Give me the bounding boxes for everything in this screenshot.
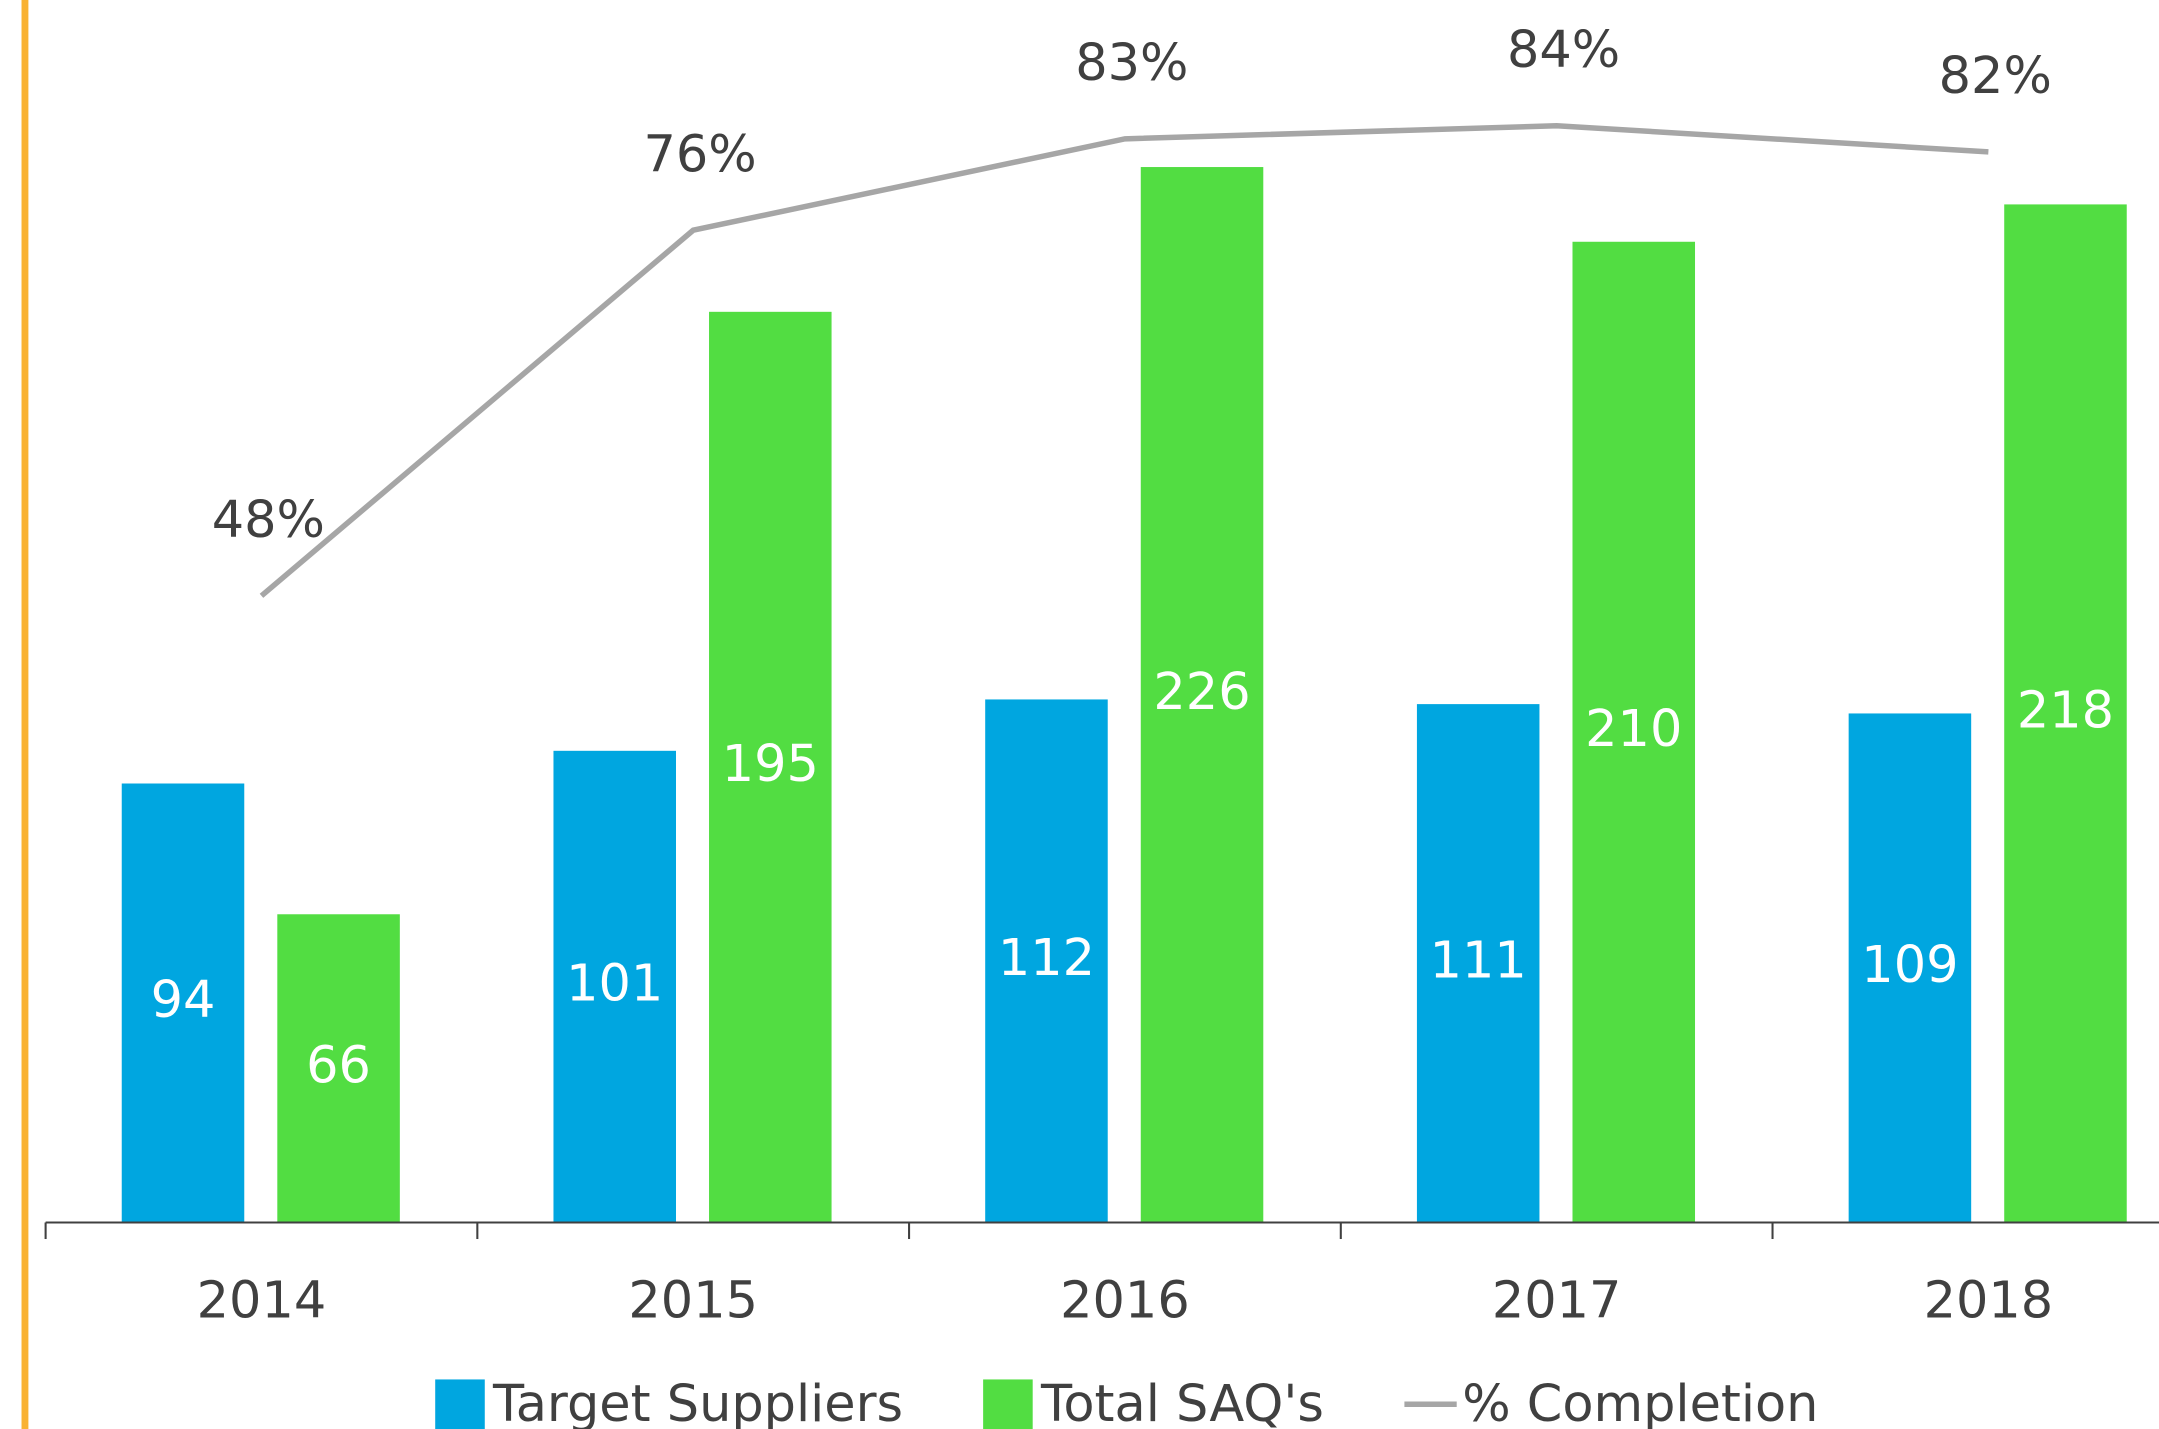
line-value-label: 48% — [212, 491, 325, 550]
legend-swatch — [983, 1379, 1033, 1429]
legend-label: Total SAQ's — [1040, 1375, 1324, 1429]
bar — [985, 699, 1108, 1223]
bar-value-label: 66 — [306, 1036, 371, 1095]
x-tick-label: 2017 — [1492, 1272, 1622, 1331]
line-value-label: 83% — [1075, 34, 1188, 93]
bar — [709, 311, 832, 1223]
legend-swatch — [435, 1379, 485, 1429]
bar — [1848, 713, 1972, 1223]
bar-value-label: 111 — [1430, 931, 1527, 990]
x-tick-label: 2018 — [1924, 1272, 2054, 1331]
legend-label: % Completion — [1462, 1375, 1818, 1429]
bar-value-label: 94 — [151, 971, 216, 1030]
bar — [277, 914, 400, 1223]
bar-value-label: 109 — [1861, 936, 1958, 995]
bar-value-label: 112 — [998, 929, 1095, 988]
bar — [1416, 704, 1540, 1223]
x-tick-label: 2016 — [1060, 1272, 1190, 1331]
bar — [2004, 204, 2127, 1223]
legend-label: Target Suppliers — [492, 1375, 903, 1429]
x-tick-label: 2014 — [197, 1272, 327, 1331]
bar-value-label: 195 — [722, 735, 819, 794]
x-tick-label: 2015 — [628, 1272, 758, 1331]
bar — [1572, 241, 1696, 1223]
bar — [553, 750, 676, 1223]
bar-value-label: 218 — [2017, 681, 2114, 740]
bar — [1140, 167, 1264, 1223]
bar-value-label: 101 — [566, 955, 663, 1014]
line-series — [259, 123, 1989, 598]
line-value-label: 76% — [643, 125, 756, 184]
bar-value-label: 226 — [1153, 663, 1250, 722]
line-value-label: 84% — [1507, 21, 1620, 80]
bar-value-label: 210 — [1585, 700, 1682, 759]
bar — [121, 783, 245, 1223]
line-value-label: 82% — [1939, 47, 2052, 106]
